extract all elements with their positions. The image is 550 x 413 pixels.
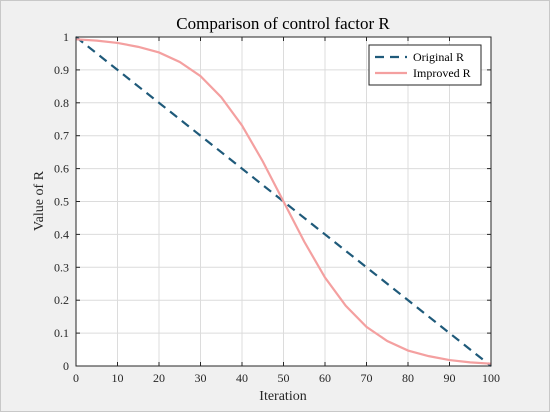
x-tick-label: 30 <box>195 371 207 385</box>
series-line-improved-r <box>75 38 492 365</box>
x-tick-label: 40 <box>236 371 248 385</box>
legend-label: Original R <box>413 50 464 64</box>
series-line-original-r <box>75 36 492 367</box>
y-tick-label: 0.8 <box>54 96 69 110</box>
y-tick-label: 0.7 <box>54 129 69 143</box>
y-tick-label: 0.6 <box>54 162 69 176</box>
y-tick-label: 0.5 <box>54 195 69 209</box>
x-tick-label: 80 <box>402 371 414 385</box>
x-axis-title: Iteration <box>259 389 306 404</box>
y-tick-label: 1 <box>63 30 69 44</box>
ticks: 0 10 20 30 40 50 60 70 80 90 100 0 0.1 0.2 0.3 0.4 0.5 0.… <box>54 30 500 385</box>
x-tick-label: 20 <box>153 371 165 385</box>
x-tick-label: 50 <box>278 371 290 385</box>
x-tick-label: 10 <box>112 371 124 385</box>
y-tick-label: 0.2 <box>54 293 69 307</box>
x-tick-label: 0 <box>73 371 79 385</box>
series-layer <box>75 36 492 367</box>
x-tick-label: 60 <box>319 371 331 385</box>
y-tick-label: 0.9 <box>54 63 69 77</box>
y-tick-label: 0.3 <box>54 260 69 274</box>
legend-box <box>368 44 482 86</box>
y-axis-title: Value of R <box>32 170 47 231</box>
legend: Original R Improved R <box>368 44 482 86</box>
chart-title: Comparison of control factor R <box>176 14 390 33</box>
y-tick-label: 0.4 <box>54 227 69 241</box>
legend-label: Improved R <box>413 66 471 80</box>
y-tick-label: 0 <box>63 359 69 373</box>
x-tick-label: 90 <box>444 371 456 385</box>
x-tick-label: 70 <box>361 371 373 385</box>
y-tick-label: 0.1 <box>54 326 69 340</box>
x-tick-label: 100 <box>482 371 500 385</box>
